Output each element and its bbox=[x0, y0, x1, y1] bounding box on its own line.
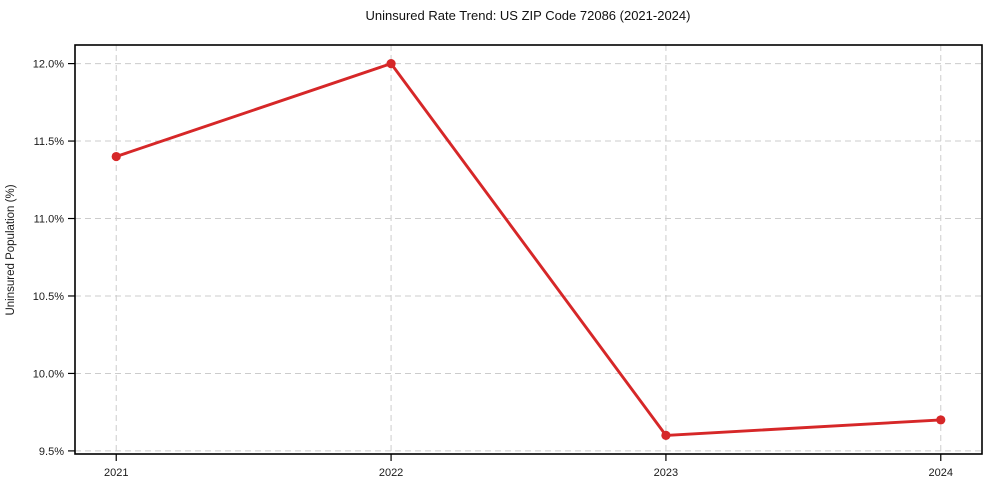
x-tick-label: 2022 bbox=[379, 467, 403, 479]
trend-line bbox=[114, 62, 943, 437]
data-point-marker bbox=[386, 58, 396, 69]
y-tick-label: 11.0% bbox=[34, 214, 65, 226]
chart-title: Uninsured Rate Trend: US ZIP Code 72086 … bbox=[366, 8, 691, 23]
plot-area: 9.5% 10.0% 10.5% 11.0% 11.5% 12.0% 2021 2022 202… bbox=[33, 44, 983, 479]
data-point-marker bbox=[661, 430, 671, 441]
x-tick-label: 2023 bbox=[654, 467, 678, 479]
x-tick-label: 2021 bbox=[104, 467, 128, 479]
data-point-marker bbox=[936, 415, 946, 425]
y-tick-label: 10.0% bbox=[33, 368, 64, 380]
plot-frame bbox=[74, 44, 983, 455]
x-tick-label: 2024 bbox=[929, 467, 953, 479]
y-tick-label: 12.0% bbox=[33, 59, 64, 71]
y-tick-label: 10.5% bbox=[33, 291, 64, 303]
data-point-marker bbox=[111, 151, 121, 162]
y-tick-label: 11.5% bbox=[34, 136, 65, 148]
y-axis-label: Uninsured Population (%) bbox=[5, 184, 17, 315]
y-tick-label: 9.5% bbox=[39, 446, 64, 458]
